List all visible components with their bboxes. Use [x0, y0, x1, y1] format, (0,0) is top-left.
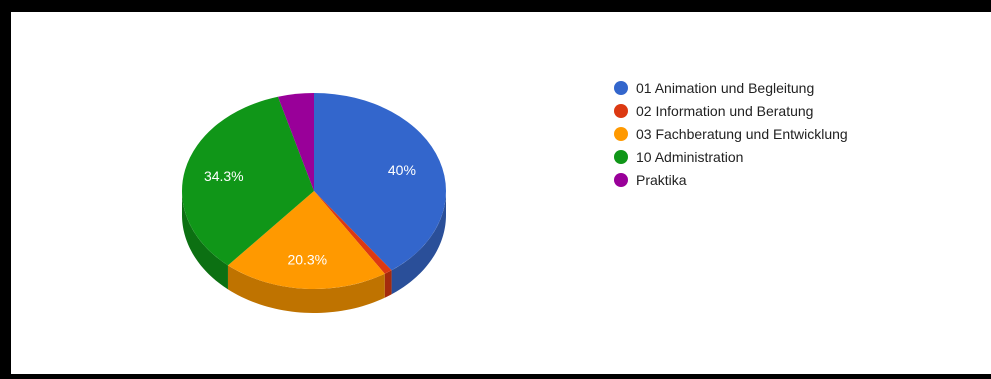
legend-label: 03 Fachberatung und Entwicklung	[636, 125, 848, 142]
pie-side-03-fachberatung-und-entwicklung	[227, 265, 385, 313]
pie-slice-02-information-und-beratung[interactable]	[314, 191, 392, 274]
legend-label: 01 Animation und Begleitung	[636, 79, 815, 96]
legend-item-praktika[interactable]: Praktika	[614, 168, 848, 191]
legend-label: 02 Information und Beratung	[636, 102, 814, 119]
pie-slice-10-administration[interactable]	[181, 96, 314, 266]
legend-swatch-icon	[614, 126, 628, 141]
pie-slice-03-fachberatung-und-entwicklung[interactable]	[227, 191, 385, 289]
pie-slice-01-animation-und-begleitung[interactable]	[314, 93, 446, 271]
pie-slice-praktika[interactable]	[277, 92, 314, 191]
legend-swatch-icon	[614, 149, 628, 164]
pie-sides	[182, 191, 446, 313]
chart-legend: 01 Animation und Begleitung 02 Informatio…	[614, 76, 848, 191]
data-label-03-fachberatung-und-entwicklung: 20.3%	[287, 251, 327, 267]
data-label-10-administration: 34.3%	[204, 168, 244, 184]
legend-item-01-animation-und-begleitung[interactable]: 01 Animation und Begleitung	[614, 76, 848, 99]
legend-item-10-administration[interactable]: 10 Administration	[614, 145, 848, 168]
legend-item-03-fachberatung-und-entwicklung[interactable]: 03 Fachberatung und Entwicklung	[614, 122, 848, 145]
pie-side-02-information-und-beratung	[384, 270, 392, 298]
pie-side-10-administration	[182, 191, 228, 290]
legend-swatch-icon	[614, 103, 628, 118]
legend-swatch-icon	[614, 80, 628, 95]
legend-label: 10 Administration	[636, 148, 744, 165]
pie-side-01-animation-und-begleitung	[391, 191, 446, 295]
legend-label: Praktika	[636, 171, 687, 188]
pie-data-labels: 40% 20.3% 34.3%	[204, 162, 416, 268]
data-label-01-animation-und-begleitung: 40%	[388, 162, 416, 178]
legend-swatch-icon	[614, 172, 628, 187]
pie-slices	[181, 92, 446, 289]
legend-item-02-information-und-beratung[interactable]: 02 Information und Beratung	[614, 99, 848, 122]
